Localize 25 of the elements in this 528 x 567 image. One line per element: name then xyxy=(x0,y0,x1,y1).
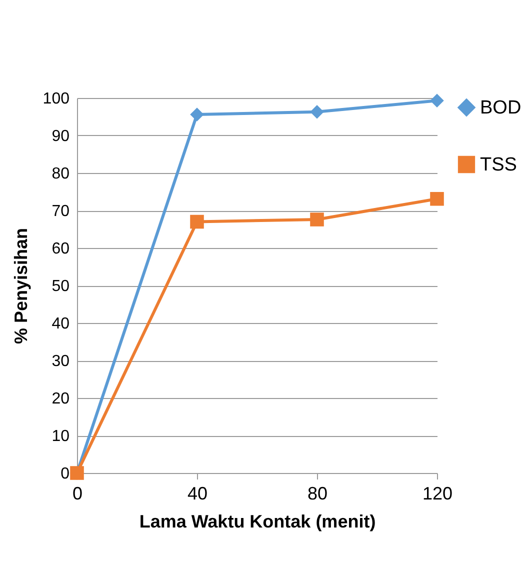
x-tick-label: 80 xyxy=(307,484,328,504)
point xyxy=(190,214,204,229)
y-tick-label: 20 xyxy=(52,390,70,408)
y-tick-label: 70 xyxy=(52,203,70,220)
x-axis-title: Lama Waktu Kontak (menit) xyxy=(139,512,376,532)
y-tick-label: 40 xyxy=(52,316,70,332)
y-tick-label: 10 xyxy=(52,428,70,445)
point xyxy=(430,192,444,206)
x-tick-label: 40 xyxy=(187,484,208,504)
y-tick-label: 100 xyxy=(42,90,70,108)
y-axis-title: % Penyisihan xyxy=(10,228,31,344)
x-tick-label: 0 xyxy=(72,484,83,504)
y-tick-label: 50 xyxy=(52,278,70,295)
y-tick-label: 0 xyxy=(60,466,70,482)
y-tick-label: 90 xyxy=(52,128,70,145)
point xyxy=(190,108,204,122)
y-tick-label: 30 xyxy=(52,353,70,370)
legend-label: TSS xyxy=(480,154,517,176)
y-tick-label: 60 xyxy=(52,240,70,258)
point xyxy=(310,212,324,226)
y-tick-label: 80 xyxy=(52,166,70,182)
legend-label: BOD xyxy=(480,98,522,118)
point xyxy=(430,94,444,108)
point xyxy=(310,104,324,119)
x-tick-label: 120 xyxy=(422,484,453,504)
